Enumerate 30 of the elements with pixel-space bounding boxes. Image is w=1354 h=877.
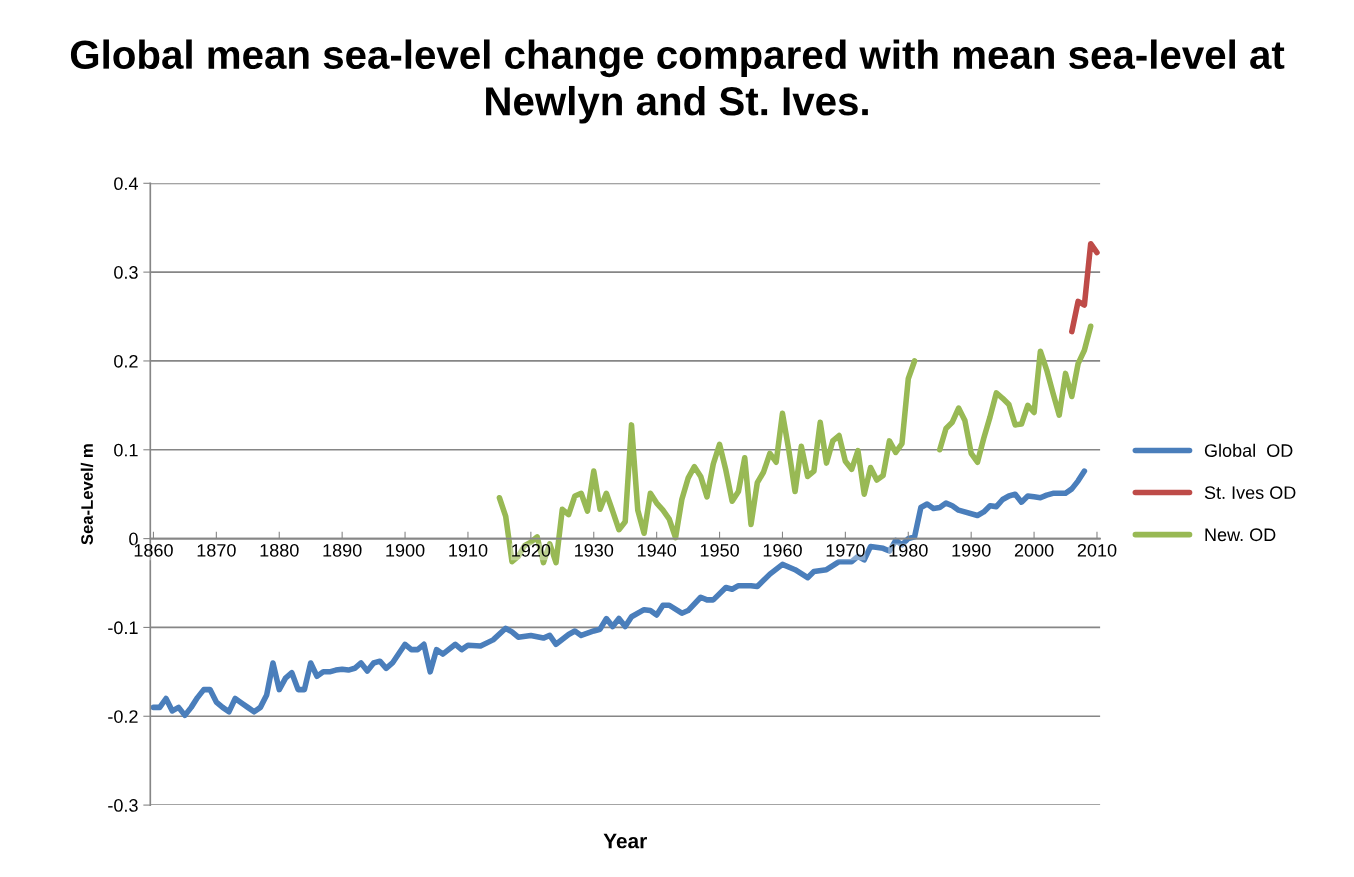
x-tick-label: 1950 <box>700 543 739 557</box>
x-tick-label: 2010 <box>1077 543 1117 557</box>
chart-title: Global mean sea-level change compared with mean sea-level at Newlyn and St. Ives. <box>70 39 1285 124</box>
x-tick-label: 1960 <box>763 543 802 557</box>
legend-label: Global OD <box>1204 443 1293 457</box>
y-tick-label: -0.3 <box>108 799 138 812</box>
x-tick-label: 1870 <box>197 543 236 557</box>
y-tick-label: -0.1 <box>108 621 138 635</box>
x-tick-label: 1900 <box>386 543 425 557</box>
x-tick-label: 1940 <box>637 543 677 557</box>
x-tick-label: 1980 <box>889 543 928 557</box>
y-tick-label: 0 <box>129 532 138 546</box>
y-axis-title: Sea-Level/ m <box>80 444 94 545</box>
y-tick-label: 0.1 <box>114 443 138 457</box>
x-tick-label: 1930 <box>575 543 614 557</box>
x-tick-label: 1990 <box>952 543 991 557</box>
x-tick-label: 2000 <box>1014 543 1054 557</box>
y-tick-label: 0.4 <box>114 177 138 191</box>
x-tick-label: 1970 <box>826 543 865 557</box>
x-tick-label: 1910 <box>449 543 488 557</box>
x-tick-label: 1860 <box>134 543 173 557</box>
y-tick-label: -0.2 <box>108 710 138 723</box>
x-tick-label: 1920 <box>512 543 551 557</box>
y-tick-label: 0.3 <box>114 266 138 279</box>
x-axis-title: Year <box>603 833 647 849</box>
legend-label: St. Ives OD <box>1204 486 1296 500</box>
legend-label: New. OD <box>1205 528 1276 542</box>
x-tick-label: 1880 <box>260 543 299 557</box>
x-tick-label: 1890 <box>323 543 362 557</box>
y-tick-label: 0.2 <box>114 354 138 368</box>
